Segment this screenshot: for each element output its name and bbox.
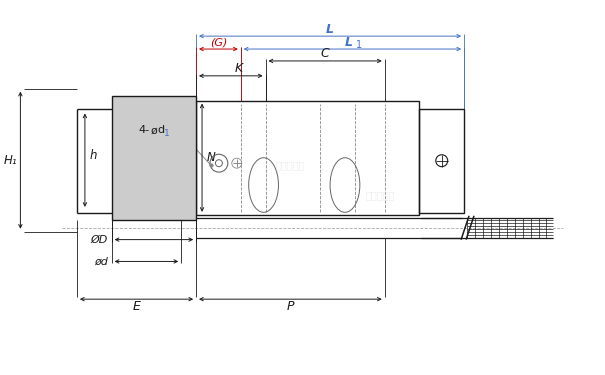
Text: E: E [132, 300, 140, 313]
Bar [419, 109, 464, 213]
Text: h: h [90, 149, 97, 162]
Text: ø: ø [151, 125, 157, 135]
Text: d: d [157, 125, 165, 135]
Bar [112, 96, 196, 220]
Text: 雅威达传动: 雅威达传动 [365, 190, 394, 200]
Text: 1: 1 [356, 40, 362, 50]
Text: 雅威达传动: 雅威达传动 [276, 160, 305, 170]
Text: ød: ød [94, 256, 108, 267]
Text: (G): (G) [210, 37, 227, 47]
Text: H₁: H₁ [4, 154, 18, 167]
Text: L: L [326, 22, 334, 36]
Text: ØD: ØD [90, 235, 108, 244]
Text: P: P [287, 300, 294, 313]
Text: C: C [321, 48, 330, 60]
Bar [196, 100, 419, 215]
Text: L: L [344, 36, 353, 49]
Text: K: K [235, 62, 243, 75]
Text: 4-: 4- [139, 125, 149, 135]
Text: 1: 1 [165, 129, 170, 138]
Text: N: N [207, 151, 216, 164]
